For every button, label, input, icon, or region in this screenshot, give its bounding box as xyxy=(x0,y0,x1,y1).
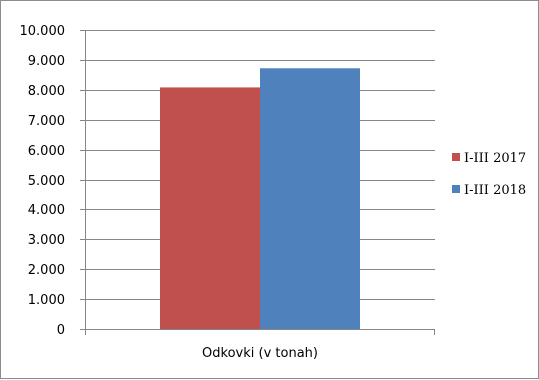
y-tick-label: 7.000 xyxy=(28,114,65,129)
bar-i-iii-2018 xyxy=(260,68,360,329)
y-tick-label: 5.000 xyxy=(28,174,65,189)
legend-swatch xyxy=(452,153,460,161)
legend-label: I-III 2017 xyxy=(464,151,526,166)
x-category-label: Odkovki (v tonah) xyxy=(202,346,318,361)
y-tick-label: 0 xyxy=(57,323,65,338)
legend-label: I-III 2018 xyxy=(464,183,526,198)
y-tick-label: 8.000 xyxy=(28,84,65,99)
y-tick-label: 2.000 xyxy=(28,263,65,278)
bar-i-iii-2017 xyxy=(160,87,260,330)
y-tick-label: 4.000 xyxy=(28,203,65,218)
y-tick-label: 6.000 xyxy=(28,144,65,159)
y-axis-ticks: 0 1.000 2.000 3.000 4.000 5.000 6.000 7.000 8.00… xyxy=(20,24,85,338)
x-axis-labels: Odkovki (v tonah) xyxy=(202,346,318,361)
axes xyxy=(85,30,435,335)
y-tick-label: 1.000 xyxy=(28,293,65,308)
y-tick-label: 9.000 xyxy=(28,54,65,69)
bars xyxy=(160,68,360,330)
y-tick-label: 3.000 xyxy=(28,233,65,248)
legend: I-III 2017 I-III 2018 xyxy=(452,151,526,198)
y-tick-label: 10.000 xyxy=(20,24,66,39)
legend-swatch xyxy=(452,185,460,193)
